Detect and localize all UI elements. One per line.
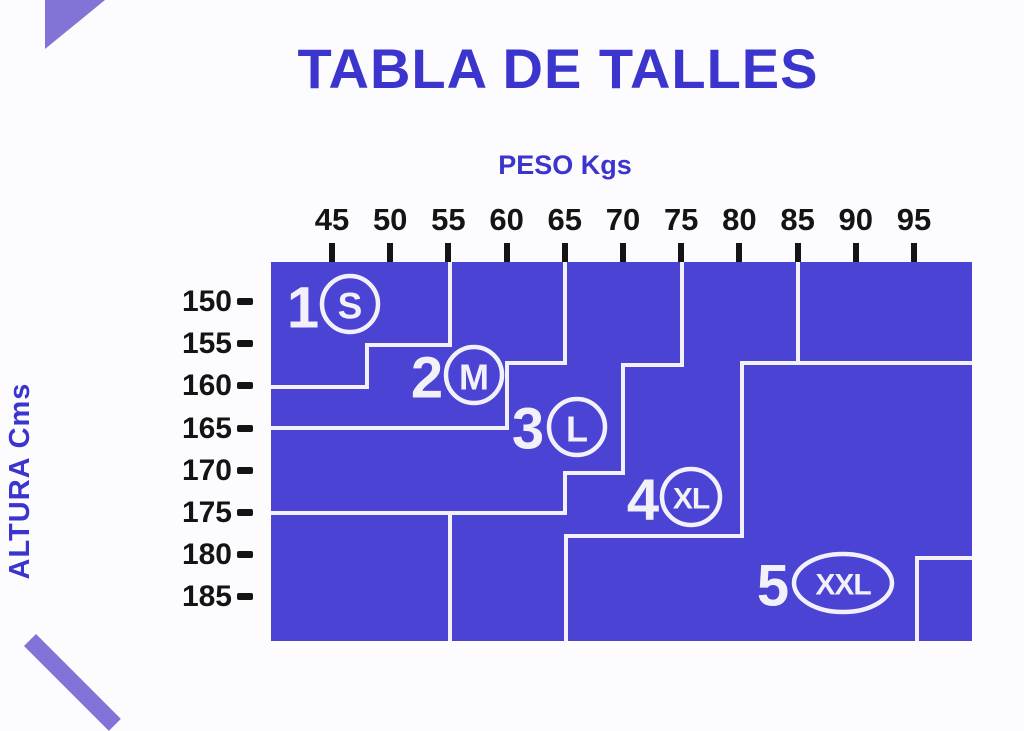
- x-tick-mark: [678, 243, 685, 262]
- x-axis-title: PESO Kgs: [498, 150, 632, 180]
- x-tick-label: 75: [663, 202, 699, 237]
- region-number-XXL: 5: [757, 554, 789, 619]
- region-number-L: 3: [512, 397, 544, 462]
- region-badge-XL: [659, 466, 723, 528]
- page-title: TABLA DE TALLES: [297, 37, 819, 100]
- x-tick-mark: [329, 243, 335, 262]
- region-badge-L: [546, 396, 608, 458]
- region-code-XXL: XXL: [815, 569, 871, 602]
- y-axis-title: ALTURA Cms: [4, 382, 36, 580]
- size-regions-svg: 1 S 2 M3 L4 XL 5 XXL: [271, 262, 972, 641]
- x-tick-label: 95: [896, 202, 932, 237]
- x-tick-mark: [561, 243, 568, 262]
- region-number-M: 2: [411, 346, 443, 411]
- region-code-M: M: [459, 357, 489, 398]
- y-tick-mark: [237, 298, 253, 305]
- region-code-S: S: [338, 286, 363, 327]
- region-badge-XXL: [791, 551, 895, 615]
- boundary-line-L-XL: [271, 262, 684, 515]
- y-tick-label: 165: [181, 411, 232, 445]
- x-tick-label: 65: [547, 202, 583, 237]
- y-tick-mark: [237, 466, 253, 474]
- y-tick-label: 170: [181, 453, 232, 487]
- x-tick-mark: [852, 243, 859, 262]
- y-tick-mark: [237, 340, 253, 348]
- size-chart-area: 1 S 2 M 3 L 4 XL 5 XXL: [271, 262, 972, 641]
- x-tick-label: 70: [605, 202, 641, 237]
- x-tick-label: 50: [372, 202, 408, 237]
- y-tick-label: 160: [181, 369, 232, 403]
- x-tick-mark: [445, 243, 452, 262]
- corner-decoration-top-left: [45, 0, 105, 49]
- y-tick-mark: [237, 382, 253, 390]
- x-tick-label: 80: [722, 202, 757, 237]
- y-tick-label: 175: [181, 496, 232, 529]
- y-tick-mark: [237, 551, 253, 559]
- y-tick-label: 155: [181, 327, 232, 361]
- x-tick-label: 85: [780, 202, 815, 237]
- corner-decoration-bottom-left: [23, 634, 121, 731]
- y-tick-label: 150: [181, 285, 232, 318]
- region-badge-M: [443, 344, 505, 406]
- y-tick-label: 180: [181, 538, 232, 572]
- x-tick-mark: [736, 243, 743, 262]
- y-tick-mark: [237, 424, 253, 432]
- x-tick-mark: [503, 243, 510, 262]
- x-tick-mark: [911, 243, 917, 262]
- x-tick-label: 60: [489, 202, 524, 237]
- x-tick-mark: [620, 243, 626, 262]
- region-number-XL: 4: [627, 468, 659, 533]
- region-badge-S: [319, 273, 381, 335]
- x-tick-label: 45: [314, 202, 350, 237]
- y-tick-mark: [237, 593, 253, 601]
- x-tick-label: 55: [431, 202, 466, 237]
- y-tick-label: 185: [181, 580, 232, 614]
- region-code-L: L: [566, 409, 588, 450]
- boundary-line-S-M: [271, 262, 452, 389]
- boundary-line-M-L: [271, 262, 567, 430]
- boundary-line-XL-XXL: [564, 361, 972, 641]
- region-code-XL: XL: [673, 483, 710, 516]
- x-tick-mark: [387, 243, 394, 262]
- region-number-S: 1: [287, 276, 319, 341]
- size-chart-page: { "page": { "title": "TABLA DE TALLES" }…: [4, 0, 972, 731]
- y-tick-mark: [237, 509, 253, 516]
- x-tick-mark: [794, 243, 801, 262]
- boundary-line-bottom-right-notch: [915, 556, 972, 641]
- x-tick-label: 90: [838, 202, 874, 237]
